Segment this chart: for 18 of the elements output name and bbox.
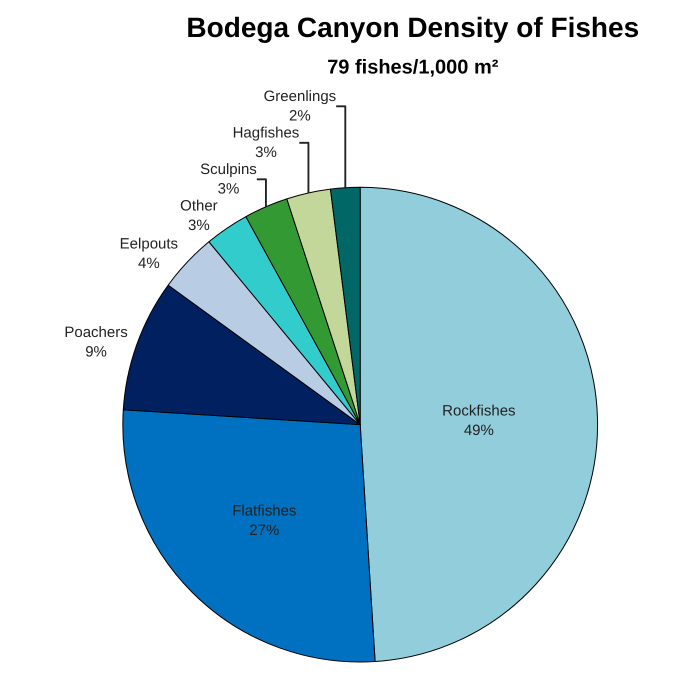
slice-label: Flatfishes: [232, 502, 296, 520]
data-label: 2%: [289, 108, 311, 125]
data-label: 3%: [218, 180, 240, 198]
data-label: 3%: [255, 144, 277, 162]
data-label: 3%: [188, 217, 210, 234]
data-label: 9%: [85, 343, 107, 360]
chart-title: Bodega Canyon Density of Fishes: [186, 12, 640, 44]
slice-label: Hagfishes: [232, 124, 300, 142]
data-label: 4%: [138, 254, 160, 272]
slice-label: Other: [180, 198, 218, 215]
slice-label: Sculpins: [200, 161, 257, 178]
chart-subtitle: 79 fishes/1,000 m²: [327, 56, 499, 79]
slice-label: Rockfishes: [442, 402, 516, 420]
data-label: 27%: [249, 522, 280, 539]
slice-label: Greenlings: [264, 88, 336, 106]
slice-label: Eelpouts: [120, 235, 178, 252]
slice-label: Poachers: [64, 324, 128, 341]
data-label: 49%: [464, 422, 494, 440]
